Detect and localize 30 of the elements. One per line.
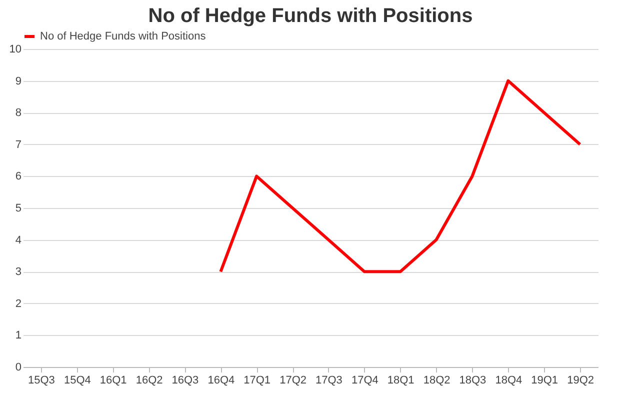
x-tick-label: 17Q1 [244, 374, 271, 386]
x-tick-label: 15Q3 [28, 374, 55, 386]
y-tick-label: 5 [15, 202, 22, 214]
x-tick-label: 17Q4 [351, 374, 378, 386]
y-tick-label: 1 [15, 330, 22, 342]
y-tick-label: 7 [15, 138, 22, 151]
x-tick-label: 16Q3 [172, 374, 199, 386]
y-tick-label: 10 [9, 44, 22, 56]
x-tick-label: 16Q1 [100, 374, 127, 386]
y-tick-label: 9 [15, 75, 22, 88]
x-tick-label: 19Q1 [531, 374, 558, 386]
y-tick-label: 6 [15, 170, 22, 183]
legend-label: No of Hedge Funds with Positions [40, 30, 206, 42]
y-tick-label: 8 [15, 107, 22, 120]
x-tick-label: 18Q3 [459, 374, 486, 386]
x-tick-label: 16Q4 [208, 374, 235, 386]
x-tick-label: 18Q2 [423, 374, 450, 386]
x-tick-label: 18Q4 [495, 374, 522, 386]
x-tick-label: 19Q2 [567, 374, 594, 386]
x-tick-label: 16Q2 [136, 374, 163, 386]
x-tick-label: 17Q3 [316, 374, 342, 386]
chart-title: No of Hedge Funds with Positions [148, 5, 473, 27]
y-tick-label: 2 [15, 298, 22, 310]
x-tick-label: 17Q2 [280, 374, 306, 386]
y-tick-label: 3 [15, 266, 22, 278]
x-tick-label: 15Q4 [64, 374, 91, 386]
y-tick-label: 0 [15, 362, 22, 374]
line-series [219, 79, 582, 274]
x-tick-label: 18Q1 [387, 374, 414, 386]
y-tick-label: 4 [15, 234, 22, 246]
